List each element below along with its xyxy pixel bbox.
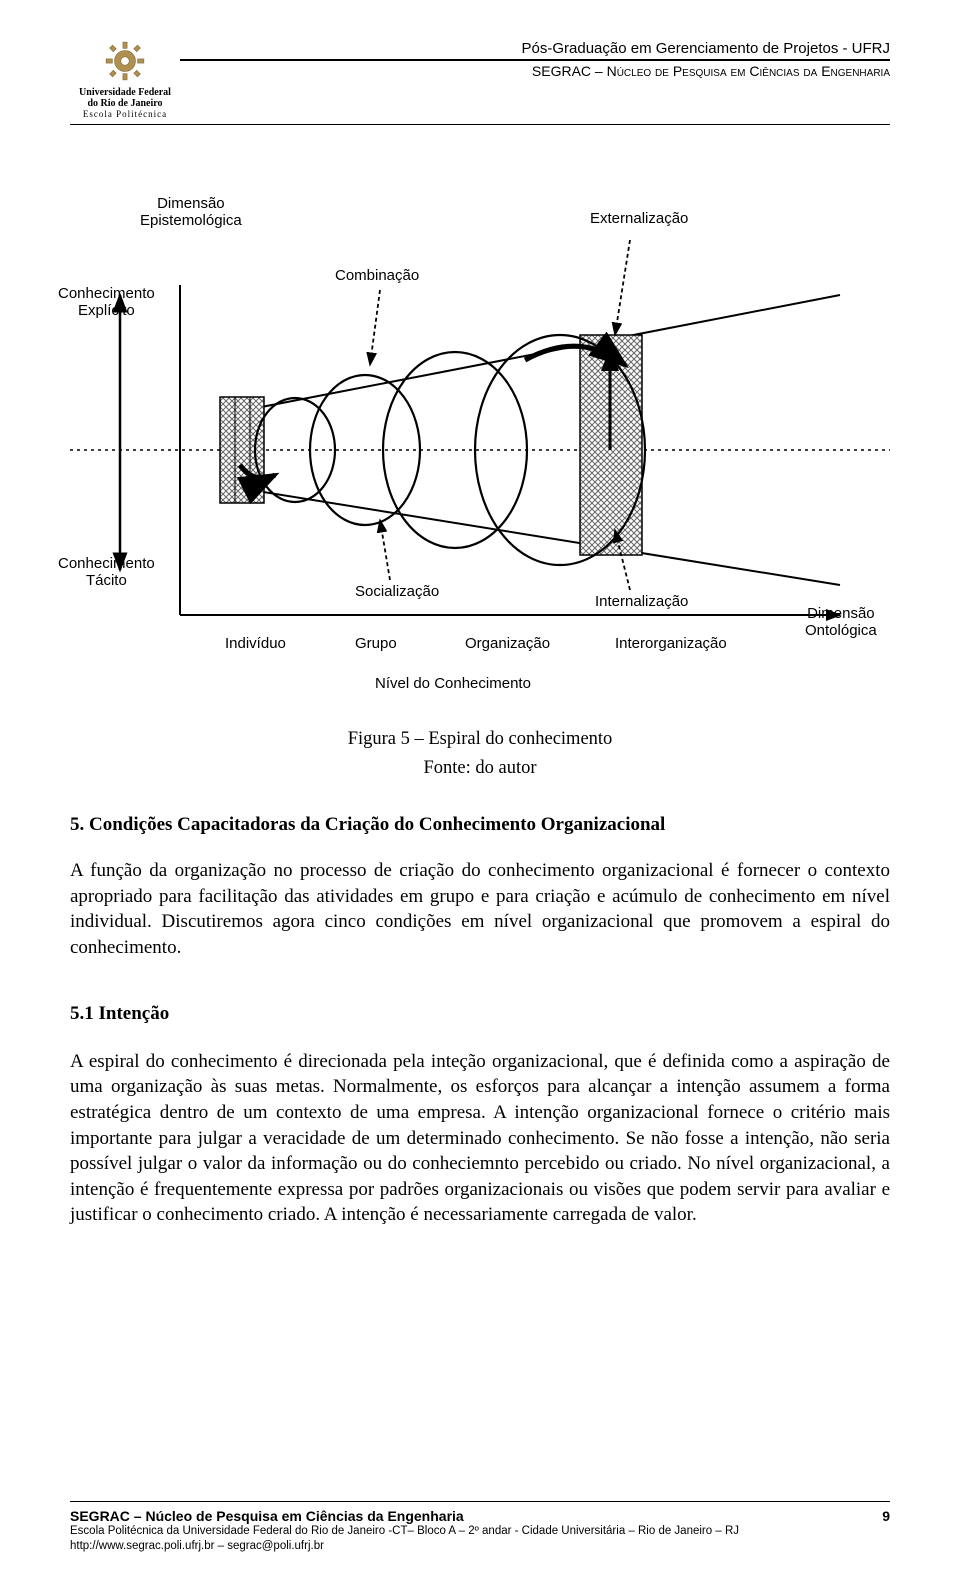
- label-grupo: Grupo: [355, 635, 397, 652]
- caption-line1: Figura 5 – Espiral do conhecimento: [70, 725, 890, 755]
- label-interorg: Interorganização: [615, 635, 727, 652]
- section-5-1-para: A espiral do conhecimento é direcionada …: [70, 1049, 890, 1228]
- footer-line-1: Escola Politécnica da Universidade Feder…: [70, 1524, 890, 1540]
- label-individuo: Indivíduo: [225, 635, 286, 652]
- institution-logo-block: Universidade Federal do Rio de Janeiro E…: [70, 40, 180, 120]
- header-right: Pós-Graduação em Gerenciamento de Projet…: [180, 40, 890, 79]
- label-dim-epist: DimensãoEpistemológica: [140, 195, 242, 230]
- label-conh-tacito: ConhecimentoTácito: [58, 555, 155, 590]
- label-combinacao: Combinação: [335, 267, 419, 284]
- footer-line-2: http://www.segrac.poli.ufrj.br – segrac@…: [70, 1539, 890, 1555]
- logo-text-2: do Rio de Janeiro: [70, 98, 180, 109]
- header-title-2: SEGRAC – Núcleo de Pesquisa em Ciências …: [180, 61, 890, 79]
- logo-text-3: Escola Politécnica: [70, 110, 180, 120]
- section-5-title: 5. Condições Capacitadoras da Criação do…: [70, 814, 890, 836]
- header-title-1: Pós-Graduação em Gerenciamento de Projet…: [180, 40, 890, 61]
- page-footer: 9 SEGRAC – Núcleo de Pesquisa em Ciência…: [70, 1501, 890, 1555]
- label-nivel: Nível do Conhecimento: [375, 675, 531, 692]
- figure-caption: Figura 5 – Espiral do conhecimento Fonte…: [70, 725, 890, 784]
- page-number: 9: [882, 1508, 890, 1524]
- label-socializacao: Socialização: [355, 583, 439, 600]
- section-5-1-title: 5.1 Intenção: [70, 1003, 890, 1025]
- section-5-para: A função da organização no processo de c…: [70, 858, 890, 961]
- page-header: Universidade Federal do Rio de Janeiro E…: [70, 40, 890, 125]
- label-conh-explicito: ConhecimentoExplícito: [58, 285, 155, 320]
- gear-icon: [104, 40, 146, 82]
- label-internalizacao: Internalização: [595, 593, 688, 610]
- spiral-svg: [70, 185, 890, 705]
- caption-line2: Fonte: do autor: [70, 754, 890, 784]
- label-organizacao: Organização: [465, 635, 550, 652]
- label-dim-ontol: DimensãoOntológica: [805, 605, 877, 640]
- spiral-diagram: DimensãoEpistemológica ConhecimentoExplí…: [70, 185, 890, 705]
- logo-text-1: Universidade Federal: [70, 87, 180, 98]
- footer-title: SEGRAC – Núcleo de Pesquisa em Ciências …: [70, 1508, 890, 1524]
- label-externalizacao: Externalização: [590, 210, 688, 227]
